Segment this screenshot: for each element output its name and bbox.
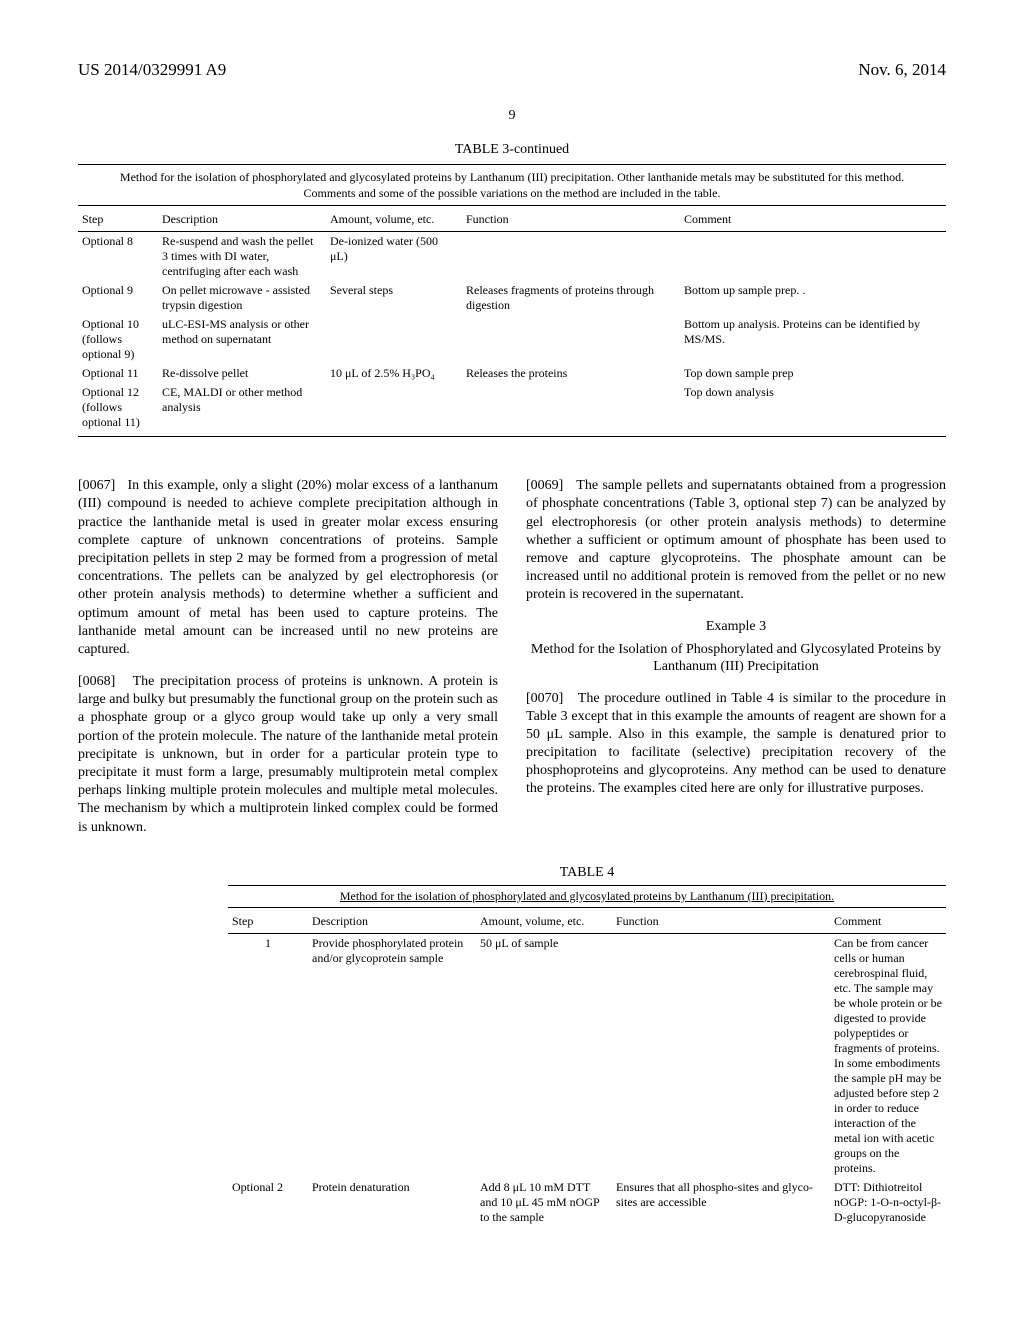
para-number: [0068] xyxy=(78,674,115,689)
cell-amt xyxy=(326,315,462,364)
cell-amt: 10 μL of 2.5% H₃PO₄ xyxy=(326,364,462,383)
example-3-title: Method for the Isolation of Phosphorylat… xyxy=(526,641,946,676)
table3-head-row: Step Description Amount, volume, etc. Fu… xyxy=(78,206,946,232)
cell-func: Releases fragments of proteins through d… xyxy=(462,281,680,315)
page-header: US 2014/0329991 A9 Nov. 6, 2014 xyxy=(78,60,946,80)
publication-date: Nov. 6, 2014 xyxy=(858,60,946,80)
col-description: Description xyxy=(308,908,476,934)
col-step: Step xyxy=(228,908,308,934)
cell-step: Optional 8 xyxy=(78,232,158,282)
table3-bottom-rule xyxy=(78,436,946,437)
table3-title: TABLE 3-continued xyxy=(78,142,946,158)
para-text: The procedure outlined in Table 4 is sim… xyxy=(526,691,946,797)
table-row: 1 Provide phosphorylated protein and/or … xyxy=(228,933,946,1178)
cell-func: Ensures that all phospho-sites and glyco… xyxy=(612,1178,830,1227)
cell-step: Optional 9 xyxy=(78,281,158,315)
cell-amt: 50 μL of sample xyxy=(476,933,612,1178)
cell-step: Optional 12 (follows optional 11) xyxy=(78,383,158,432)
para-number: [0069] xyxy=(526,478,563,493)
cell-cmt: Bottom up sample prep. . xyxy=(680,281,946,315)
cell-desc: Protein denaturation xyxy=(308,1178,476,1227)
paragraph-69: [0069] The sample pellets and supernatan… xyxy=(526,477,946,604)
paragraph-68: [0068] The precipitation process of prot… xyxy=(78,673,498,837)
cell-desc: On pellet microwave - assisted trypsin d… xyxy=(158,281,326,315)
table-row: Optional 9 On pellet microwave - assiste… xyxy=(78,281,946,315)
cell-desc: uLC-ESI-MS analysis or other method on s… xyxy=(158,315,326,364)
cell-amt: De-ionized water (500 μL) xyxy=(326,232,462,282)
cell-cmt: DTT: Dithiotreitol nOGP: 1-O-n-octyl-β-D… xyxy=(830,1178,946,1227)
cell-cmt: Top down sample prep xyxy=(680,364,946,383)
paragraph-70: [0070] The procedure outlined in Table 4… xyxy=(526,690,946,799)
cell-desc: Re-dissolve pellet xyxy=(158,364,326,383)
col-comment: Comment xyxy=(830,908,946,934)
cell-step: Optional 11 xyxy=(78,364,158,383)
page-number: 9 xyxy=(78,108,946,124)
table-row: Optional 2 Protein denaturation Add 8 μL… xyxy=(228,1178,946,1227)
table-row: Optional 10 (follows optional 9) uLC-ESI… xyxy=(78,315,946,364)
cell-desc: Provide phosphorylated protein and/or gl… xyxy=(308,933,476,1178)
cell-cmt: Top down analysis xyxy=(680,383,946,432)
cell-func xyxy=(462,315,680,364)
para-text: The sample pellets and supernatants obta… xyxy=(526,478,946,602)
cell-desc: CE, MALDI or other method analysis xyxy=(158,383,326,432)
right-column: [0069] The sample pellets and supernatan… xyxy=(526,463,946,851)
cell-cmt: Can be from cancer cells or human cerebr… xyxy=(830,933,946,1178)
table-row: Optional 8 Re-suspend and wash the pelle… xyxy=(78,232,946,282)
para-text: The precipitation process of proteins is… xyxy=(78,674,498,835)
col-function: Function xyxy=(612,908,830,934)
cell-step: Optional 10 (follows optional 9) xyxy=(78,315,158,364)
table4-wrapper: TABLE 4 Method for the isolation of phos… xyxy=(228,865,946,1227)
cell-func: Releases the proteins xyxy=(462,364,680,383)
col-comment: Comment xyxy=(680,206,946,232)
cell-desc: Re-suspend and wash the pellet 3 times w… xyxy=(158,232,326,282)
para-number: [0070] xyxy=(526,691,563,706)
table-row: Optional 11 Re-dissolve pellet 10 μL of … xyxy=(78,364,946,383)
table4-head-row: Step Description Amount, volume, etc. Fu… xyxy=(228,908,946,934)
cell-amt xyxy=(326,383,462,432)
table4-caption: Method for the isolation of phosphorylat… xyxy=(228,885,946,908)
col-amount: Amount, volume, etc. xyxy=(326,206,462,232)
publication-number: US 2014/0329991 A9 xyxy=(78,60,226,80)
body-columns: [0067] In this example, only a slight (2… xyxy=(78,463,946,851)
left-column: [0067] In this example, only a slight (2… xyxy=(78,463,498,851)
col-function: Function xyxy=(462,206,680,232)
para-number: [0067] xyxy=(78,478,115,493)
cell-step: 1 xyxy=(228,933,308,1178)
para-text: In this example, only a slight (20%) mol… xyxy=(78,478,498,657)
cell-amt: Add 8 μL 10 mM DTT and 10 μL 45 mM nOGP … xyxy=(476,1178,612,1227)
cell-cmt xyxy=(680,232,946,282)
col-step: Step xyxy=(78,206,158,232)
cell-cmt: Bottom up analysis. Proteins can be iden… xyxy=(680,315,946,364)
table4: Step Description Amount, volume, etc. Fu… xyxy=(228,908,946,1227)
cell-func xyxy=(462,383,680,432)
col-description: Description xyxy=(158,206,326,232)
table-row: Optional 12 (follows optional 11) CE, MA… xyxy=(78,383,946,432)
paragraph-67: [0067] In this example, only a slight (2… xyxy=(78,477,498,659)
cell-step: Optional 2 xyxy=(228,1178,308,1227)
example-3-heading: Example 3 xyxy=(526,619,946,635)
table4-title: TABLE 4 xyxy=(228,865,946,881)
cell-amt: Several steps xyxy=(326,281,462,315)
cell-func xyxy=(612,933,830,1178)
table3: Step Description Amount, volume, etc. Fu… xyxy=(78,206,946,432)
table3-caption: Method for the isolation of phosphorylat… xyxy=(78,164,946,206)
cell-func xyxy=(462,232,680,282)
col-amount: Amount, volume, etc. xyxy=(476,908,612,934)
